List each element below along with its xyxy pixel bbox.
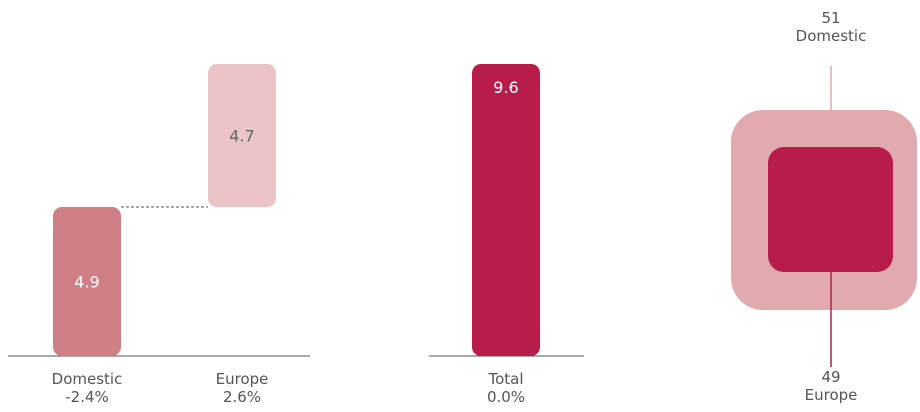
data-label-europe: 4.7 [229,126,254,145]
series-name: Domestic [795,27,867,45]
nested-squares-chart [731,66,917,367]
data-label-domestic: 4.9 [74,272,99,291]
square-label-domestic: 51 Domestic [781,9,881,45]
series-value: 51 [821,9,841,27]
category-change: -2.4% [65,388,109,406]
category-change: 0.0% [486,388,526,406]
category-label-domestic: Domestic -2.4% [37,370,137,406]
waterfall-chart: 4.9 4.7 [8,64,310,357]
square-label-europe: 49 Europe [781,368,881,404]
total-chart: 9.6 [429,64,584,357]
series-name: Europe [804,386,858,404]
data-label-total: 9.6 [493,78,518,97]
category-change: 2.6% [222,388,262,406]
bar-total [472,64,540,356]
bar-europe [208,64,276,207]
category-label-total: Total 0.0% [456,370,556,406]
category-name: Domestic [51,370,123,388]
square-europe [768,147,893,272]
category-name: Europe [215,370,269,388]
category-name: Total [488,370,524,388]
category-label-europe: Europe 2.6% [192,370,292,406]
bar-domestic [53,206,121,356]
series-value: 49 [821,368,841,386]
